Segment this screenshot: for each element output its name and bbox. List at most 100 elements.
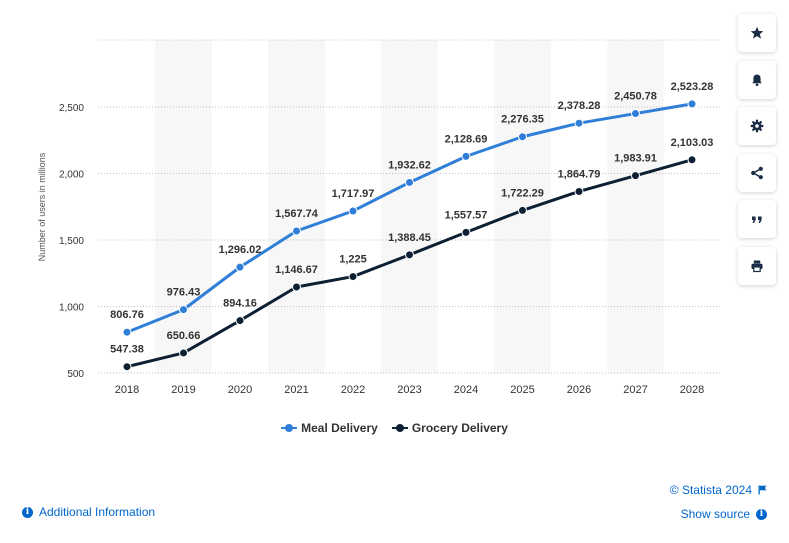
data-label: 2,450.78: [614, 91, 657, 103]
x-tick-label: 2023: [397, 384, 421, 396]
copyright: © Statista 2024: [670, 483, 767, 497]
data-point: [179, 305, 188, 315]
share-button[interactable]: [738, 153, 776, 192]
chart-legend: Meal Delivery Grocery Delivery: [0, 421, 789, 435]
data-point: [122, 327, 132, 337]
x-tick-label: 2026: [567, 384, 591, 396]
x-tick-label: 2028: [680, 384, 704, 396]
show-source-link[interactable]: Show source i: [681, 507, 767, 521]
chart-toolbar: [738, 14, 776, 293]
print-icon: [751, 260, 763, 272]
y-tick-label: 2,500: [59, 103, 84, 114]
data-point: [461, 151, 471, 161]
data-point: [179, 348, 188, 358]
plot-band: [155, 40, 212, 373]
x-tick-label: 2018: [115, 384, 139, 396]
flag-icon: [758, 485, 767, 495]
legend-item-meal-delivery[interactable]: Meal Delivery: [281, 421, 378, 435]
show-source-label: Show source: [680, 507, 750, 521]
settings-button[interactable]: [738, 107, 776, 145]
info-icon: i: [756, 508, 767, 520]
data-label: 976.43: [167, 287, 201, 299]
cite-button[interactable]: [738, 200, 776, 238]
copyright-text: © Statista 2024: [669, 483, 752, 497]
plot-band: [381, 40, 438, 373]
data-label: 1,983.91: [614, 153, 657, 165]
data-point: [122, 362, 132, 372]
legend-swatch-meal: [281, 423, 298, 433]
y-tick-label: 1,000: [59, 303, 84, 314]
x-axis: 2018 2019 2020 2021 2022 2023 2024 2025 2026 2027…: [115, 384, 704, 396]
legend-label-grocery: Grocery Delivery: [411, 421, 508, 435]
data-point: [292, 226, 301, 236]
data-label: 1,557.57: [445, 209, 488, 221]
additional-information-link[interactable]: i Additional Information: [22, 505, 155, 519]
favorite-button[interactable]: [738, 14, 776, 52]
data-label: 1,296.02: [219, 244, 262, 256]
data-label: 806.76: [110, 309, 144, 321]
quote-icon: [752, 216, 762, 223]
data-label: 1,717.97: [332, 188, 375, 200]
info-icon: i: [22, 506, 33, 518]
x-tick-label: 2027: [623, 384, 647, 396]
data-point: [405, 177, 414, 187]
y-axis-title: Number of users in millions: [37, 152, 47, 261]
x-tick-label: 2024: [454, 384, 478, 396]
data-point: [631, 171, 640, 181]
data-label: 1,932.62: [388, 159, 431, 171]
data-point: [348, 206, 358, 216]
data-point: [405, 250, 414, 260]
data-label: 1,864.79: [558, 168, 601, 180]
legend-swatch-grocery: [391, 423, 408, 433]
data-point: [687, 99, 697, 109]
legend-item-grocery-delivery[interactable]: Grocery Delivery: [391, 421, 508, 435]
y-tick-label: 1,500: [59, 236, 84, 247]
data-labels: 806.76 976.43 1,296.02 1,567.74 1,717.97 1,93…: [110, 81, 713, 356]
y-tick-label: 500: [67, 369, 84, 380]
data-label: 1,722.29: [501, 187, 544, 199]
plot-bands: [155, 40, 664, 373]
data-label: 894.16: [223, 298, 257, 310]
print-button[interactable]: [738, 246, 776, 285]
data-label: 2,276.35: [501, 114, 544, 126]
series-layer: [122, 99, 697, 372]
data-point: [235, 262, 245, 272]
plot-band: [268, 40, 325, 373]
x-tick-label: 2025: [510, 384, 534, 396]
legend-label-meal: Meal Delivery: [301, 421, 378, 435]
notification-button[interactable]: [738, 60, 776, 99]
data-point: [574, 186, 584, 196]
data-point: [292, 282, 301, 292]
y-axis: 500 1,000 1,500 2,000 2,500: [59, 103, 84, 380]
data-point: [574, 118, 584, 128]
gear-icon: [750, 119, 764, 133]
data-label: 1,225: [339, 254, 367, 266]
additional-information-label: Additional Information: [39, 505, 156, 519]
plot-band: [607, 40, 664, 373]
data-label: 1,388.45: [388, 232, 431, 244]
data-point: [461, 227, 471, 237]
data-label: 2,103.03: [671, 137, 714, 149]
data-point: [235, 316, 245, 326]
star-icon: [750, 26, 764, 39]
data-point: [518, 132, 527, 142]
data-label: 2,128.69: [445, 133, 488, 145]
data-label: 547.38: [110, 344, 144, 356]
share-icon: [751, 166, 763, 179]
data-label: 1,146.67: [275, 264, 318, 276]
data-point: [348, 272, 358, 282]
x-tick-label: 2019: [171, 384, 195, 396]
data-point: [518, 205, 527, 215]
data-label: 2,378.28: [558, 100, 601, 112]
y-tick-label: 2,000: [59, 170, 84, 181]
data-point: [631, 109, 640, 119]
data-label: 2,523.28: [671, 81, 714, 93]
x-tick-label: 2020: [228, 384, 252, 396]
data-label: 1,567.74: [275, 208, 319, 220]
x-tick-label: 2021: [284, 384, 308, 396]
data-point: [687, 155, 697, 165]
x-tick-label: 2022: [341, 384, 365, 396]
data-label: 650.66: [167, 330, 201, 342]
bell-icon: [752, 74, 762, 86]
